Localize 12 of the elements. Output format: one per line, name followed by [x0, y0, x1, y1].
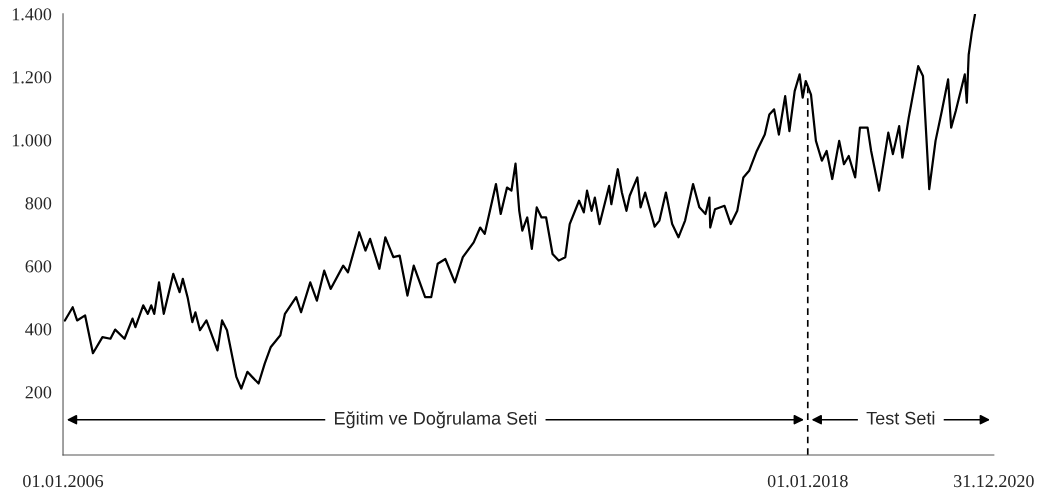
x-tick-label: 01.01.2006: [23, 474, 104, 488]
y-tick-label: 200: [25, 386, 52, 399]
y-tick-label: 600: [25, 260, 52, 273]
y-tick-label: 1.400: [12, 8, 52, 21]
y-tick-label: 800: [25, 197, 52, 210]
x-tick-label: 01.01.2018: [767, 474, 848, 488]
y-tick-label: 1.000: [12, 134, 52, 147]
annotation: Test Seti: [866, 411, 935, 425]
annotation: Eğitim ve Doğrulama Seti: [335, 411, 537, 429]
y-tick-label: 1.200: [12, 71, 52, 84]
y-tick-label: 400: [25, 323, 52, 336]
x-tick-label: 31.12.2020: [954, 474, 1034, 488]
